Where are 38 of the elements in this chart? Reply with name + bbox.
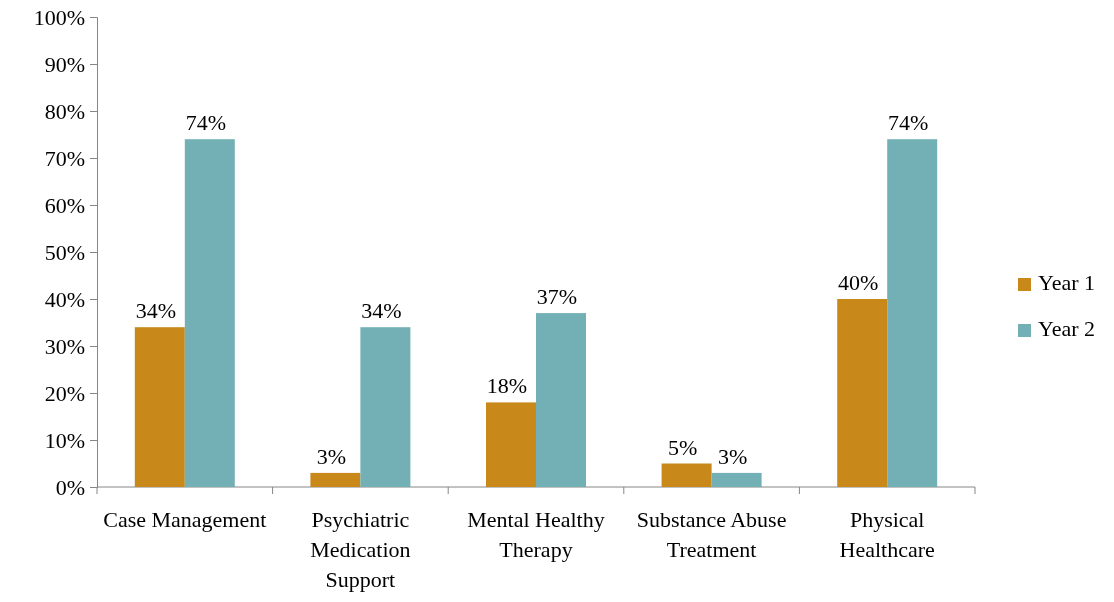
y-tick-label: 80% — [44, 98, 85, 124]
text: 34% — [361, 298, 402, 324]
bar — [661, 463, 712, 487]
bar — [711, 472, 762, 487]
y-tick-label: 70% — [44, 145, 85, 171]
text: 3% — [316, 443, 347, 469]
y-tick-label: 50% — [44, 239, 85, 265]
x-tick-label: Physical Healthcare — [839, 507, 935, 562]
bar — [887, 139, 938, 487]
y-tick-label: 10% — [44, 427, 85, 453]
x-tick-label: Case Management — [103, 507, 267, 532]
y-tick-label: 100% — [33, 4, 85, 30]
x-tick-label: Mental Healthy Therapy — [467, 507, 605, 562]
text: 74% — [185, 110, 226, 136]
text: 37% — [536, 284, 578, 310]
bar — [837, 299, 888, 487]
text: 5% — [667, 434, 698, 460]
bar — [134, 327, 185, 487]
text: 18% — [486, 373, 528, 399]
text: 3% — [717, 443, 748, 469]
text: 34% — [135, 298, 176, 324]
y-tick-label: 60% — [44, 192, 85, 218]
x-tick-label: Psychiatric Medication Support — [310, 507, 411, 592]
legend-label: Year 2 — [1038, 316, 1096, 341]
bar — [360, 327, 411, 487]
bar — [536, 313, 586, 487]
legend-label: Year 1 — [1038, 270, 1096, 295]
y-tick-label: 20% — [44, 380, 85, 406]
x-tick-label: Substance Abuse Treatment — [636, 507, 787, 562]
y-tick-label: 40% — [44, 286, 85, 312]
y-tick-label: 0% — [55, 474, 85, 500]
bar — [310, 472, 361, 487]
y-tick-label: 90% — [44, 51, 85, 77]
text: 74% — [888, 110, 929, 136]
y-tick-label: 30% — [44, 333, 85, 359]
text: 40% — [838, 270, 879, 295]
bar — [486, 402, 536, 487]
bar — [184, 139, 235, 487]
